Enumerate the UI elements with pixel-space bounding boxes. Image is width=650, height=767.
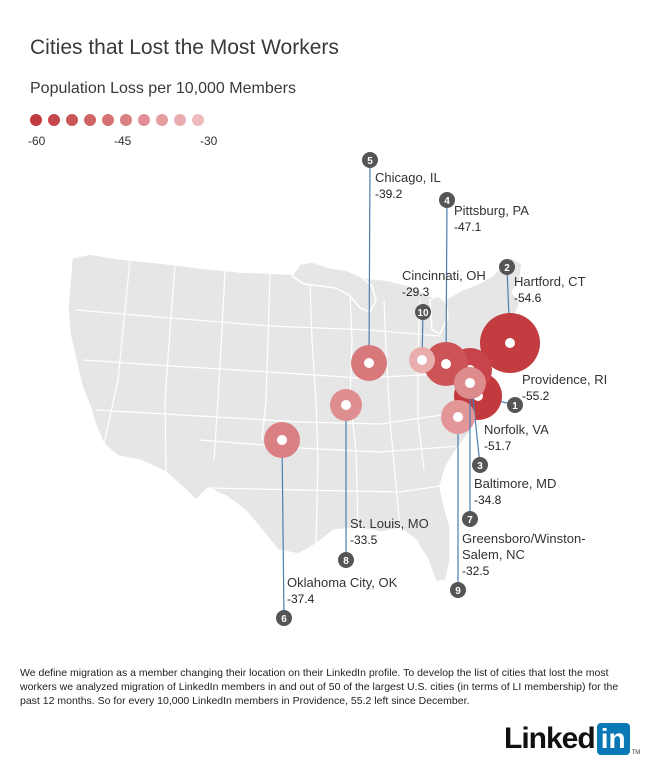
legend-dot [66, 114, 78, 126]
legend-dot [156, 114, 168, 126]
rank-number: 10 [417, 308, 429, 319]
chart-title: Cities that Lost the Most Workers [30, 36, 339, 59]
legend-dot [102, 114, 114, 126]
legend-label-high: -30 [200, 134, 218, 148]
city-value: -29.3 [402, 285, 430, 299]
rank-number: 7 [467, 515, 473, 526]
leader-line [368, 159, 371, 364]
city-name: Hartford, CT [514, 274, 586, 289]
city-value: -54.6 [514, 291, 542, 305]
rank-badge [415, 304, 431, 320]
rank-number: 5 [367, 156, 373, 167]
city-value: -55.2 [522, 389, 550, 403]
city-value: -32.5 [462, 564, 490, 578]
city-center-dot [417, 355, 427, 365]
rank-number: 2 [504, 263, 510, 274]
city-center-dot [341, 400, 351, 410]
legend-dot [174, 114, 186, 126]
city-value: -34.8 [474, 493, 502, 507]
linkedin-logo: Linked in TM [504, 722, 640, 756]
rank-badge [338, 552, 354, 568]
rank-number: 3 [477, 461, 483, 472]
city-name: Norfolk, VA [484, 422, 549, 437]
chart-subtitle: Population Loss per 10,000 Members [30, 80, 296, 97]
city-markers: 1 Providence, RI -55.2 2 Hartford, CT -54.6 3 N… [264, 152, 607, 626]
city-center-dot [453, 412, 463, 422]
city-center-dot [364, 358, 374, 368]
logo-trademark: TM [631, 750, 641, 756]
city-name: Greensboro/Winston- [462, 531, 586, 546]
city-center-dot [277, 435, 287, 445]
city-value: -33.5 [350, 533, 378, 547]
leader-line [281, 439, 285, 619]
city-name: Pittsburg, PA [454, 203, 529, 218]
rank-badge [362, 152, 378, 168]
rank-number: 1 [512, 401, 518, 412]
city-name: Baltimore, MD [474, 476, 556, 491]
rank-number: 9 [455, 586, 461, 597]
logo-wordmark: Linked [504, 722, 596, 755]
city-center-dot [505, 338, 515, 348]
rank-number: 4 [444, 196, 450, 207]
rank-number: 6 [281, 614, 287, 625]
rank-badge [499, 259, 515, 275]
city-value: -47.1 [454, 220, 482, 234]
methodology-footnote: We define migration as a member changing… [20, 667, 619, 707]
legend-dot [30, 114, 42, 126]
city-value: -39.2 [375, 187, 403, 201]
logo-in-box: in [596, 723, 630, 755]
rank-badge [439, 192, 455, 208]
city-center-dot [465, 378, 475, 388]
city-value: -51.7 [484, 439, 512, 453]
legend-dot [48, 114, 60, 126]
legend-dot [84, 114, 96, 126]
legend-dot [120, 114, 132, 126]
legend-dot [138, 114, 150, 126]
rank-badge [462, 511, 478, 527]
us-map: 1 Providence, RI -55.2 2 Hartford, CT -54.6 3 N… [67, 152, 607, 626]
rank-badge [507, 397, 523, 413]
rank-number: 8 [343, 556, 349, 567]
city-name: Oklahoma City, OK [287, 575, 398, 590]
city-name: St. Louis, MO [350, 516, 429, 531]
color-legend: -60 -45 -30 [24, 110, 254, 150]
us-states-shape [67, 253, 523, 583]
legend-dot [192, 114, 204, 126]
city-value: -37.4 [287, 592, 315, 606]
city-name: Providence, RI [522, 372, 607, 387]
leader-line [445, 199, 448, 365]
city-name: Chicago, IL [375, 170, 441, 185]
city-name: Salem, NC [462, 547, 525, 562]
rank-badge [472, 457, 488, 473]
city-name: Cincinnati, OH [402, 268, 486, 283]
rank-badge [276, 610, 292, 626]
legend-label-low: -60 [28, 134, 46, 148]
legend-label-mid: -45 [114, 134, 132, 148]
city-center-dot [441, 359, 451, 369]
rank-badge [450, 582, 466, 598]
